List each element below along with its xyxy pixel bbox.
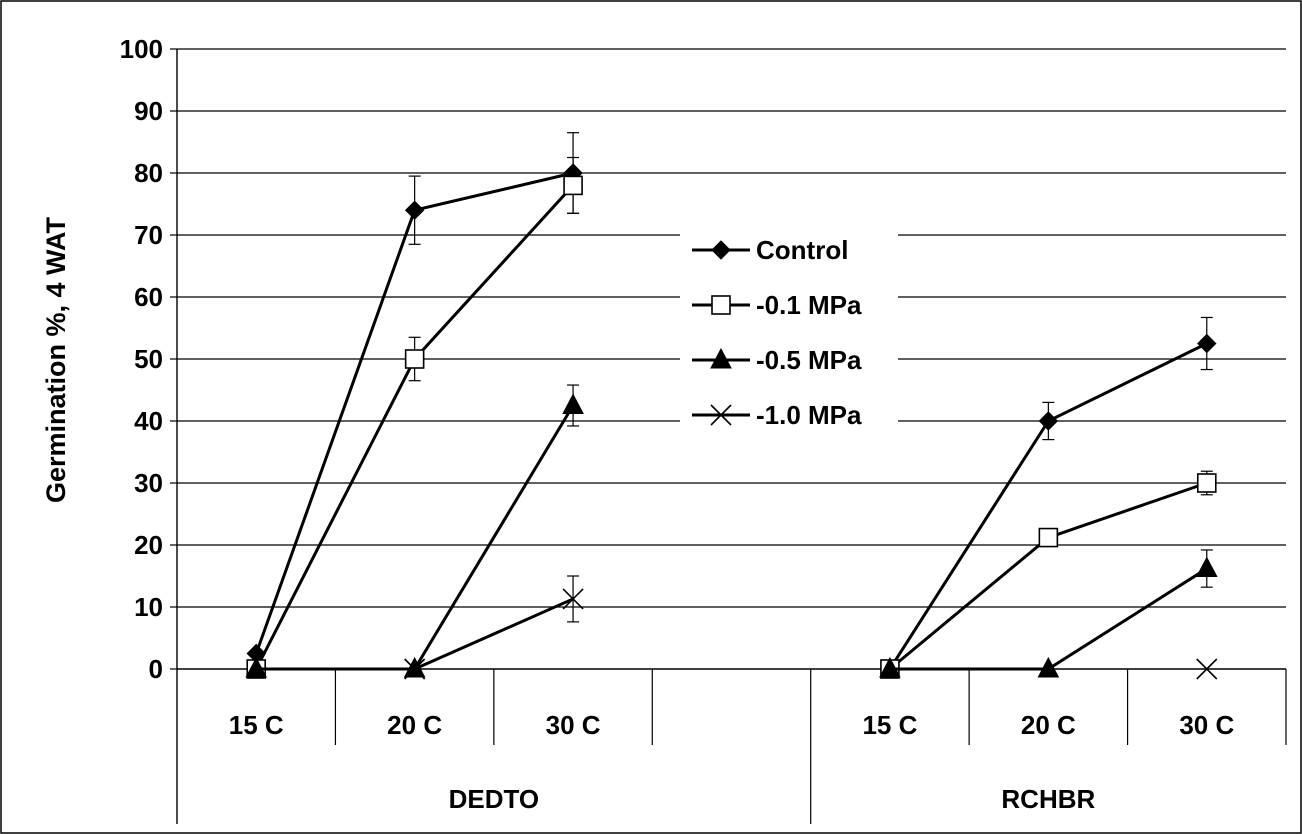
data-point (404, 349, 425, 369)
series-0 (246, 132, 1217, 679)
x-marker-stroke (1196, 658, 1218, 680)
data-point (1195, 556, 1218, 578)
y-tick-label: 80 (134, 158, 163, 188)
x-group-label: RCHBR (1001, 784, 1095, 814)
legend-item: Control (692, 235, 848, 265)
data-point (245, 656, 268, 678)
data-point (1038, 411, 1059, 431)
x-category-labels: 15 C 20 C 30 C 15 C 20 C 30 C (229, 710, 1235, 740)
data-point (404, 658, 426, 680)
series-line (414, 597, 574, 671)
data-point (1196, 658, 1218, 680)
y-tick-label: 10 (134, 592, 163, 622)
legend-marker (711, 295, 731, 315)
y-axis-title: Germination %, 4 WAT (41, 216, 71, 503)
data-point (562, 393, 584, 414)
series (245, 132, 1218, 680)
legend: Control -0.1 MPa -0.5 MPa -1.0 MPa (680, 218, 898, 430)
x-category-label: 15 C (862, 710, 917, 740)
legend-label: -0.5 MPa (756, 345, 862, 375)
data-point (563, 175, 583, 196)
y-tick-label: 20 (134, 530, 163, 560)
x-marker-stroke (710, 404, 732, 426)
axes (170, 48, 1287, 824)
x-marker-stroke (404, 658, 426, 680)
legend-label: -1.0 MPa (756, 400, 862, 430)
y-tick-label: 70 (134, 220, 163, 250)
x-category-label: 20 C (387, 710, 442, 740)
x-marker-stroke (562, 588, 584, 610)
x-group-label: DEDTO (449, 784, 540, 814)
legend-marker (711, 240, 731, 260)
legend-item: -1.0 MPa (692, 400, 862, 430)
y-tick-label: 50 (134, 344, 163, 374)
legend-marker (710, 404, 732, 426)
y-tick-label: 0 (149, 654, 163, 684)
x-category-label: 15 C (229, 710, 284, 740)
legend-item: -0.5 MPa (692, 345, 862, 375)
x-category-label: 20 C (1021, 710, 1076, 740)
y-tick-label: 40 (134, 406, 163, 436)
data-point (1037, 656, 1060, 678)
x-category-label: 30 C (546, 710, 601, 740)
y-tick-label: 90 (134, 96, 163, 126)
data-point (1038, 527, 1059, 548)
legend-label: -0.1 MPa (756, 290, 862, 320)
series-3 (404, 575, 1218, 680)
y-tick-labels: 0 10 20 30 40 50 60 70 80 90 100 (120, 34, 163, 684)
legend-label: Control (756, 235, 848, 265)
x-group-labels: DEDTO RCHBR (449, 784, 1096, 814)
x-category-label: 30 C (1179, 710, 1234, 740)
y-tick-label: 60 (134, 282, 163, 312)
data-point (404, 200, 425, 220)
y-tick-label: 30 (134, 468, 163, 498)
legend-marker (710, 347, 732, 369)
y-tick-label: 100 (120, 34, 163, 64)
data-point (879, 656, 901, 678)
data-point (562, 588, 584, 610)
data-point (1196, 473, 1217, 493)
data-point (1197, 333, 1217, 354)
legend-item: -0.1 MPa (692, 290, 862, 320)
